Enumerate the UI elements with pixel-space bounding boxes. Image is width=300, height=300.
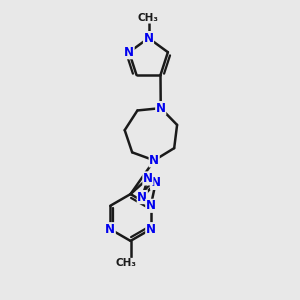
Text: CH₃: CH₃: [138, 13, 159, 23]
Text: N: N: [124, 46, 134, 59]
Text: N: N: [149, 154, 159, 167]
Text: N: N: [146, 199, 156, 212]
Text: N: N: [146, 223, 156, 236]
Text: N: N: [143, 32, 154, 45]
Text: N: N: [105, 223, 115, 236]
Text: N: N: [137, 190, 147, 204]
Text: N: N: [143, 172, 153, 185]
Text: CH₃: CH₃: [116, 258, 136, 268]
Text: N: N: [156, 102, 166, 115]
Text: N: N: [151, 176, 160, 189]
